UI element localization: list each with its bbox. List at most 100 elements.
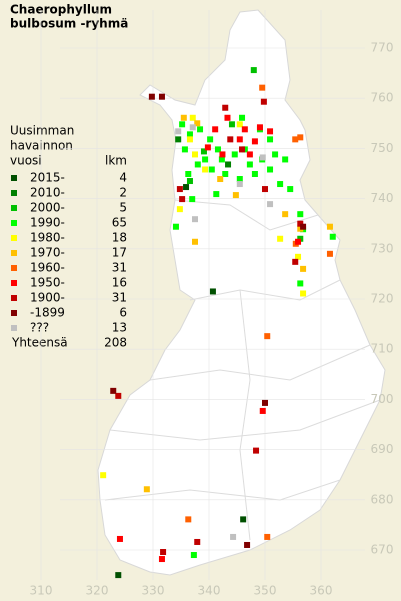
observation xyxy=(214,146,221,153)
observation xyxy=(176,186,183,193)
observation xyxy=(227,136,234,143)
legend-label: ??? xyxy=(30,321,49,335)
observation xyxy=(158,556,165,563)
legend-swatch xyxy=(11,235,17,241)
legend-swatch xyxy=(11,310,17,316)
legend-swatch xyxy=(11,175,17,181)
observation xyxy=(222,104,229,111)
observation xyxy=(192,216,198,223)
observation xyxy=(246,151,253,158)
observation xyxy=(297,220,304,227)
finland-outline xyxy=(97,9,386,576)
observation xyxy=(175,128,182,135)
observation xyxy=(277,181,284,188)
observation xyxy=(179,196,186,203)
observation xyxy=(160,549,167,556)
x-tick-label: 360 xyxy=(310,584,333,598)
observation xyxy=(329,233,336,240)
legend-count: 18 xyxy=(112,231,127,245)
observation xyxy=(224,114,231,121)
observation xyxy=(185,171,192,178)
title-line: bulbosum -ryhmä xyxy=(10,17,128,31)
legend-swatch xyxy=(11,295,17,301)
y-tick-label: 680 xyxy=(371,492,394,506)
observation xyxy=(231,151,238,158)
observation xyxy=(326,250,333,257)
observation xyxy=(179,121,186,128)
observation xyxy=(267,166,274,173)
x-tick-label: 310 xyxy=(30,584,53,598)
observation xyxy=(236,136,243,143)
observation xyxy=(176,206,183,213)
observation xyxy=(189,114,196,121)
y-tick-label: 700 xyxy=(371,392,394,406)
legend-label: 1900- xyxy=(30,291,65,305)
observation xyxy=(251,138,258,145)
observation xyxy=(262,186,268,193)
legend-label: 1960- xyxy=(30,261,65,275)
observation xyxy=(267,136,274,143)
observation xyxy=(292,258,299,265)
observation xyxy=(297,134,304,141)
observation xyxy=(300,290,307,297)
observation xyxy=(277,235,284,242)
legend-swatch xyxy=(11,220,17,226)
observation xyxy=(236,176,243,183)
observation xyxy=(256,124,263,131)
y-tick-label: 730 xyxy=(371,241,394,255)
observation xyxy=(194,538,201,545)
observation xyxy=(236,181,243,188)
observation xyxy=(267,128,274,135)
legend-label: 1990- xyxy=(30,216,65,230)
observation xyxy=(200,148,207,155)
x-tick-label: 330 xyxy=(142,584,165,598)
observation xyxy=(241,126,248,133)
observation xyxy=(295,253,302,260)
observation xyxy=(218,156,225,163)
legend-count: 31 xyxy=(112,261,127,275)
observation xyxy=(110,387,117,394)
observation xyxy=(282,211,289,218)
legend-swatch xyxy=(11,280,17,286)
observation xyxy=(194,120,201,127)
observation xyxy=(186,136,193,143)
observation xyxy=(204,144,211,151)
observation xyxy=(208,166,215,173)
y-tick-label: 670 xyxy=(371,543,394,557)
observation xyxy=(217,176,224,183)
legend-label: -1899 xyxy=(30,306,65,320)
observation xyxy=(115,392,122,399)
observation xyxy=(186,178,193,185)
x-tick-label: 340 xyxy=(198,584,221,598)
observation xyxy=(253,447,260,454)
legend-label: 2000- xyxy=(30,201,65,215)
title-line: Chaerophyllum xyxy=(10,3,112,17)
observation xyxy=(194,161,201,168)
x-tick-label: 350 xyxy=(254,584,277,598)
observation xyxy=(264,533,271,540)
legend-total-label: Yhteensä xyxy=(11,336,68,350)
observation xyxy=(202,166,209,173)
observation xyxy=(292,136,299,143)
observation xyxy=(186,131,193,138)
observation xyxy=(300,265,307,272)
y-tick-label: 690 xyxy=(371,442,394,456)
legend-count: 2 xyxy=(119,186,127,200)
legend-label: 2015- xyxy=(30,171,65,185)
observation xyxy=(181,146,188,153)
legend-count-heading: lkm xyxy=(105,154,127,168)
observation xyxy=(212,126,219,133)
observation xyxy=(230,533,237,540)
observation xyxy=(115,572,122,579)
legend-count: 13 xyxy=(112,321,127,335)
observation xyxy=(326,223,333,230)
observation xyxy=(287,186,294,193)
observation xyxy=(259,154,266,161)
legend-count: 17 xyxy=(112,246,127,260)
observation xyxy=(189,124,196,131)
observation xyxy=(172,223,179,230)
observation xyxy=(192,151,198,158)
y-tick-label: 770 xyxy=(371,41,394,55)
observation xyxy=(259,84,266,91)
